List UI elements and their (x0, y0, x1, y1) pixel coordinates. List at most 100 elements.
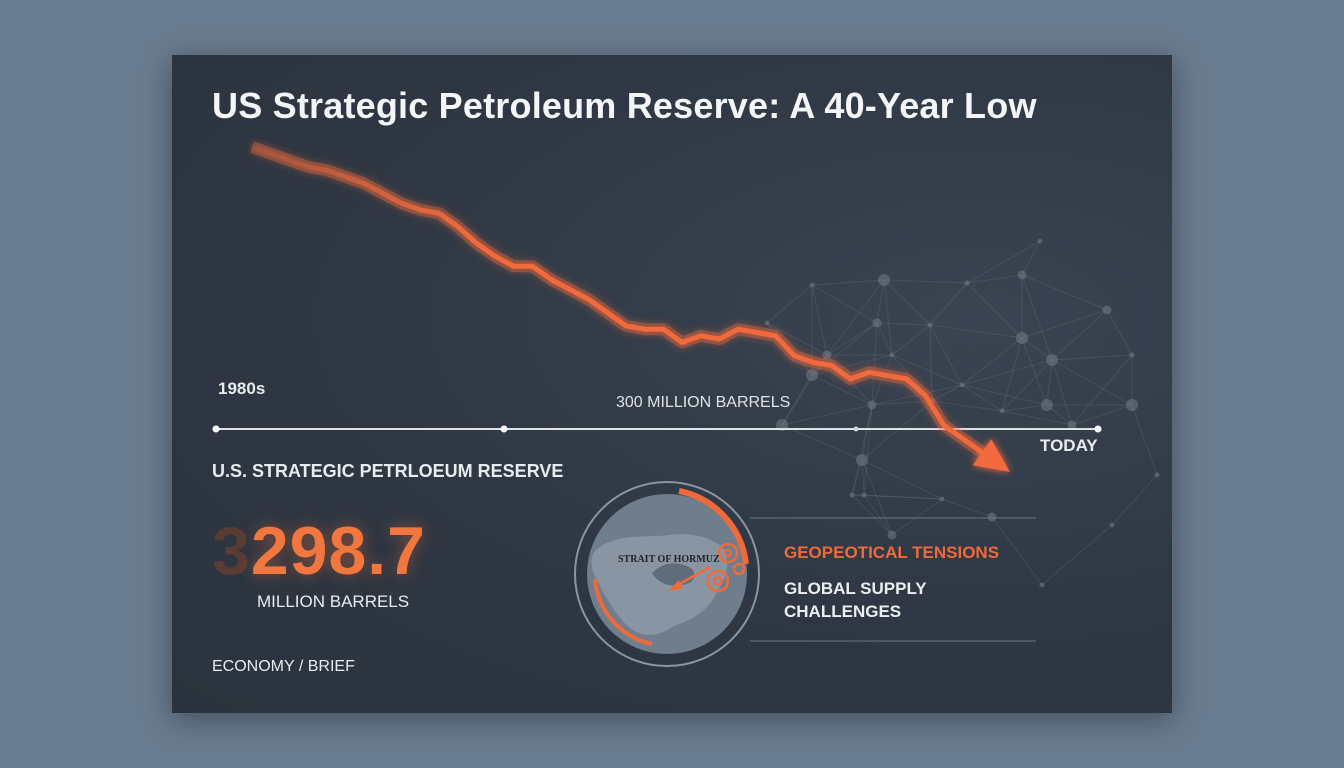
gear-icon (706, 542, 746, 593)
network-edge (876, 279, 885, 324)
network-edge (929, 324, 933, 402)
map-ring (574, 481, 760, 667)
network-node (1039, 582, 1045, 588)
timeline-dot-start (212, 425, 220, 433)
infographic-card: US Strategic Petroleum Reserve: A 40-Yea… (172, 55, 1172, 713)
network-edge (1051, 359, 1133, 406)
network-edge (863, 494, 893, 536)
orange-arc-top (678, 488, 749, 565)
supply-line-1: GLOBAL SUPPLY (784, 579, 927, 598)
reserve-value: 3298.7 (212, 517, 426, 585)
network-node (1017, 270, 1027, 280)
network-node (889, 352, 895, 358)
network-node (1046, 354, 1058, 366)
reserve-unit: MILLION BARRELS (257, 592, 410, 611)
network-edge (1071, 404, 1133, 426)
network-edge (851, 404, 873, 496)
network-node (999, 408, 1005, 414)
network-edge (961, 337, 1023, 386)
orange-arc-bottom (593, 578, 653, 646)
network-node (1154, 472, 1160, 478)
network-node (1102, 305, 1112, 315)
network-edge (811, 284, 878, 324)
network-edge (876, 322, 931, 326)
network-edge (891, 498, 943, 536)
network-edge (1021, 274, 1108, 311)
network-node (939, 496, 945, 502)
network-edge (861, 459, 943, 500)
network-node (887, 530, 897, 540)
network-edge (891, 354, 963, 386)
network-node (987, 512, 997, 522)
network-node (1041, 399, 1053, 411)
network-edge (863, 494, 943, 500)
network-edge (883, 279, 968, 284)
network-node (1129, 352, 1135, 358)
network-node (856, 454, 868, 466)
network-node (964, 280, 970, 286)
network-edge (931, 400, 1003, 412)
footer-label: ECONOMY / BRIEF (212, 658, 355, 675)
network-edge (1021, 309, 1108, 339)
network-edge (781, 424, 863, 461)
network-edge (851, 459, 863, 496)
network-edge (861, 404, 873, 461)
network-edge (929, 324, 1023, 339)
network-node (867, 400, 877, 410)
network-edge (1051, 354, 1133, 361)
network-edge (781, 404, 873, 426)
network-node (1037, 238, 1043, 244)
network-node (878, 274, 890, 286)
network-edge (871, 400, 933, 406)
network-node (1067, 420, 1077, 430)
network-edge (781, 374, 813, 426)
network-edge (1021, 240, 1041, 276)
timeline-dot-late (853, 426, 859, 432)
map-label: STRAIT OF HORMUZ (618, 554, 720, 565)
network-node (959, 382, 965, 388)
network-edge (811, 284, 828, 356)
network-node (1109, 522, 1115, 528)
network-edge (1001, 410, 1073, 426)
network-edge (929, 282, 968, 326)
network-edge (966, 240, 1041, 284)
network-node (1126, 399, 1138, 411)
network-edge (966, 274, 1023, 284)
network-edge (1021, 337, 1048, 406)
network-edge (883, 279, 893, 356)
network-edge (1131, 404, 1158, 476)
network-edge (1051, 309, 1108, 361)
network-edge (1111, 474, 1158, 526)
reference-label: 300 MILLION BARRELS (616, 394, 791, 411)
chart-title: US Strategic Petroleum Reserve: A 40-Yea… (212, 85, 1037, 126)
network-edge (961, 359, 1053, 386)
network-edge (766, 322, 828, 356)
network-edge (861, 400, 933, 461)
hormuz-map-graphic (574, 481, 1036, 667)
reserve-chart (249, 141, 1010, 472)
network-edge (991, 516, 1043, 586)
network-edge (876, 322, 893, 356)
network-node (849, 492, 855, 498)
series-line (249, 144, 1003, 468)
network-edge (851, 494, 943, 500)
network-node (1016, 332, 1028, 344)
x-end-label: TODAY (1040, 436, 1098, 455)
network-edge (1071, 354, 1133, 426)
reserve-value-main: 298.7 (250, 513, 426, 589)
network-background (764, 238, 1160, 588)
network-edge (1021, 337, 1053, 361)
network-node (809, 282, 815, 288)
network-edge (861, 459, 893, 536)
network-edge (1021, 274, 1053, 361)
network-node (872, 318, 882, 328)
network-node (822, 350, 832, 360)
network-edge (1001, 404, 1048, 412)
network-edge (863, 404, 873, 496)
network-edge (1051, 359, 1073, 426)
network-node (764, 320, 770, 326)
network-edge (1046, 359, 1053, 406)
network-edge (961, 384, 1003, 412)
reserve-value-ghost: 3 (212, 513, 251, 589)
network-edge (826, 279, 885, 356)
